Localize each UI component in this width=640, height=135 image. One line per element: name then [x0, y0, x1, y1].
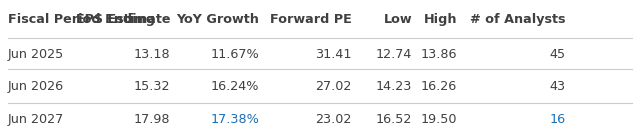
- Text: Jun 2027: Jun 2027: [8, 113, 64, 126]
- Text: High: High: [424, 13, 457, 26]
- Text: 14.23: 14.23: [376, 80, 412, 92]
- Text: YoY Growth: YoY Growth: [177, 13, 259, 26]
- Text: 16.24%: 16.24%: [211, 80, 259, 92]
- Text: # of Analysts: # of Analysts: [470, 13, 565, 26]
- Text: Jun 2025: Jun 2025: [8, 48, 64, 61]
- Text: Forward PE: Forward PE: [270, 13, 352, 26]
- Text: 31.41: 31.41: [316, 48, 352, 61]
- Text: 27.02: 27.02: [316, 80, 352, 92]
- Text: 17.38%: 17.38%: [211, 113, 259, 126]
- Text: 12.74: 12.74: [376, 48, 412, 61]
- Text: Low: Low: [384, 13, 412, 26]
- Text: 16.26: 16.26: [420, 80, 457, 92]
- Text: 45: 45: [549, 48, 565, 61]
- Text: 15.32: 15.32: [134, 80, 170, 92]
- Text: 13.18: 13.18: [134, 48, 170, 61]
- Text: 11.67%: 11.67%: [211, 48, 259, 61]
- Text: Fiscal Period Ending: Fiscal Period Ending: [8, 13, 155, 26]
- Text: EPS Estimate: EPS Estimate: [76, 13, 170, 26]
- Text: 16: 16: [549, 113, 565, 126]
- Text: Jun 2026: Jun 2026: [8, 80, 64, 92]
- Text: 19.50: 19.50: [420, 113, 457, 126]
- Text: 13.86: 13.86: [420, 48, 457, 61]
- Text: 17.98: 17.98: [134, 113, 170, 126]
- Text: 16.52: 16.52: [376, 113, 412, 126]
- Text: 23.02: 23.02: [316, 113, 352, 126]
- Text: 43: 43: [549, 80, 565, 92]
